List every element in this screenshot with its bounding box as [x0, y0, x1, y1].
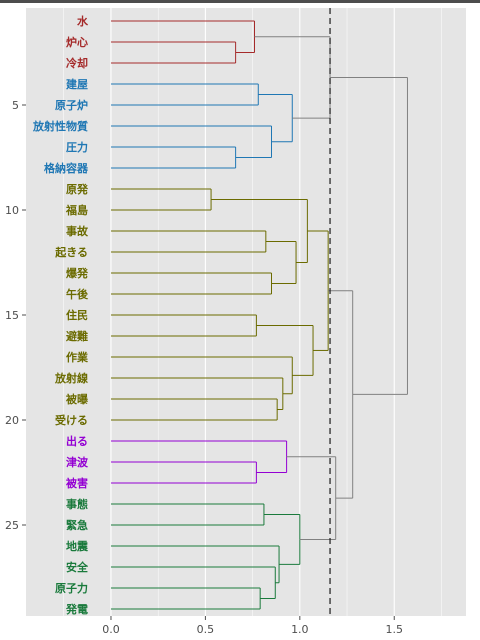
leaf-label: 放射線: [54, 371, 88, 385]
leaf-label: 圧力: [66, 140, 88, 154]
leaf-label: 原子力: [55, 581, 88, 595]
leaf-label: 避難: [66, 329, 88, 343]
leaf-label: 安全: [66, 560, 89, 574]
axes: 0.0 0.5 1.0 1.5 5 10 15 20 25: [5, 99, 403, 636]
x-tick-label: 0.5: [197, 623, 215, 636]
plot-panel: [26, 8, 466, 616]
leaf-label: 原子炉: [55, 98, 88, 112]
leaf-label: 冷却: [66, 56, 88, 70]
leaf-label: 出る: [66, 434, 88, 448]
leaf-label: 受ける: [55, 413, 88, 427]
leaf-label: 事態: [66, 497, 88, 511]
leaf-label: 事故: [66, 224, 89, 238]
leaf-label: 発電: [65, 602, 88, 616]
leaf-label: 原発: [66, 182, 89, 196]
leaf-label: 被曝: [66, 392, 88, 406]
leaf-label: 炉心: [66, 35, 88, 49]
y-tick-label: 15: [5, 309, 19, 322]
y-tick-label: 20: [5, 414, 19, 427]
leaf-label: 津波: [66, 455, 89, 469]
leaf-label: 緊急: [66, 518, 88, 532]
x-tick-label: 1.0: [291, 623, 309, 636]
leaf-label: 起きる: [54, 245, 88, 259]
x-tick-label: 0.0: [102, 623, 120, 636]
leaf-label: 地震: [66, 539, 89, 553]
leaf-label: 爆発: [66, 266, 89, 280]
y-tick-label: 5: [12, 99, 19, 112]
leaf-label: 水: [77, 14, 89, 28]
leaf-label: 格納容器: [44, 161, 89, 175]
leaf-label: 午後: [66, 287, 89, 301]
window-top-border: [0, 0, 480, 3]
leaf-label: 福島: [65, 203, 88, 217]
leaf-label: 被害: [66, 476, 88, 490]
leaf-label: 作業: [66, 350, 89, 364]
y-tick-label: 25: [5, 519, 19, 532]
leaf-label: 住民: [66, 308, 88, 322]
y-tick-label: 10: [5, 204, 19, 217]
leaf-label: 放射性物質: [32, 119, 88, 133]
x-tick-label: 1.5: [385, 623, 403, 636]
leaf-label: 建屋: [66, 77, 88, 91]
grid-lines: [63, 8, 442, 616]
leaf-labels: 水炉心冷却建屋原子炉放射性物質圧力格納容器原発福島事故起きる爆発午後住民避難作業…: [32, 14, 89, 616]
